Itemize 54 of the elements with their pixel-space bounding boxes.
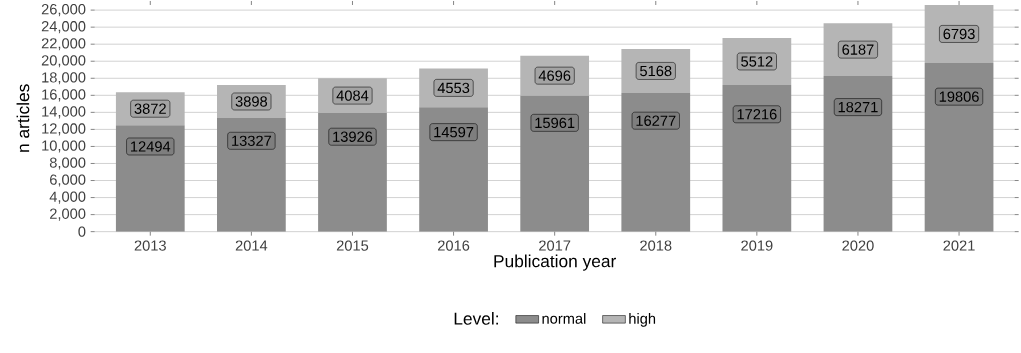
data-label: 6187 [842, 44, 874, 55]
data-label: 18271 [838, 101, 878, 113]
data-label: 4553 [437, 82, 470, 94]
data-label: 13327 [232, 135, 272, 146]
data-label: 14597 [434, 126, 474, 138]
bar [419, 107, 488, 232]
data-label: 3898 [235, 96, 268, 107]
y-tick-label: 12,000 [42, 123, 86, 136]
y-tick-label: 14,000 [42, 106, 86, 119]
data-label: 4084 [336, 90, 369, 101]
y-tick-label: 2,000 [50, 208, 86, 221]
legend-title: Level: [454, 312, 498, 325]
x-tick-label: 2019 [741, 240, 773, 251]
legend-label: normal [542, 313, 586, 324]
data-label: 16277 [636, 115, 676, 126]
data-label: 6793 [943, 28, 975, 40]
data-label: 13926 [333, 131, 373, 142]
y-tick-label: 24,000 [41, 21, 86, 34]
data-label: 19806 [939, 91, 979, 102]
data-label: 12494 [131, 141, 171, 152]
bar [318, 112, 387, 232]
bar [621, 92, 691, 232]
y-tick-label: 10,000 [42, 140, 86, 153]
y-tick-label: 26,000 [41, 4, 86, 17]
y-tick-label: 18,000 [42, 72, 86, 85]
data-label: 17216 [737, 109, 777, 120]
y-tick-label: 4,000 [49, 191, 86, 204]
bar [520, 95, 590, 232]
x-tick-label: 2020 [842, 240, 874, 251]
data-label: 3872 [134, 103, 166, 114]
data-label: 5168 [640, 65, 672, 77]
data-label: 4696 [538, 70, 571, 81]
x-tick-label: 2021 [943, 240, 975, 251]
y-tick-label: 20,000 [41, 55, 86, 68]
bar [823, 75, 893, 232]
y-tick-label: 8,000 [49, 157, 86, 170]
y-tick-label: 0 [78, 226, 86, 237]
x-tick-label: 2018 [640, 240, 672, 251]
x-axis-title: Publication year [494, 254, 616, 271]
x-tick-label: 2013 [134, 240, 166, 251]
y-axis-title: n articles [16, 84, 30, 152]
data-label: 5512 [741, 56, 773, 67]
y-tick-label: 22,000 [41, 38, 86, 51]
legend-label: high [629, 313, 656, 327]
x-tick-label: 2016 [437, 240, 470, 251]
x-tick-label: 2014 [235, 240, 268, 251]
bar [722, 84, 792, 232]
data-label: 15961 [535, 117, 575, 129]
x-tick-label: 2017 [539, 240, 571, 251]
y-tick-label: 16,000 [42, 89, 86, 102]
bar [217, 118, 286, 232]
bar [924, 62, 994, 232]
x-tick-label: 2015 [336, 240, 369, 251]
y-tick-label: 6,000 [50, 174, 86, 187]
